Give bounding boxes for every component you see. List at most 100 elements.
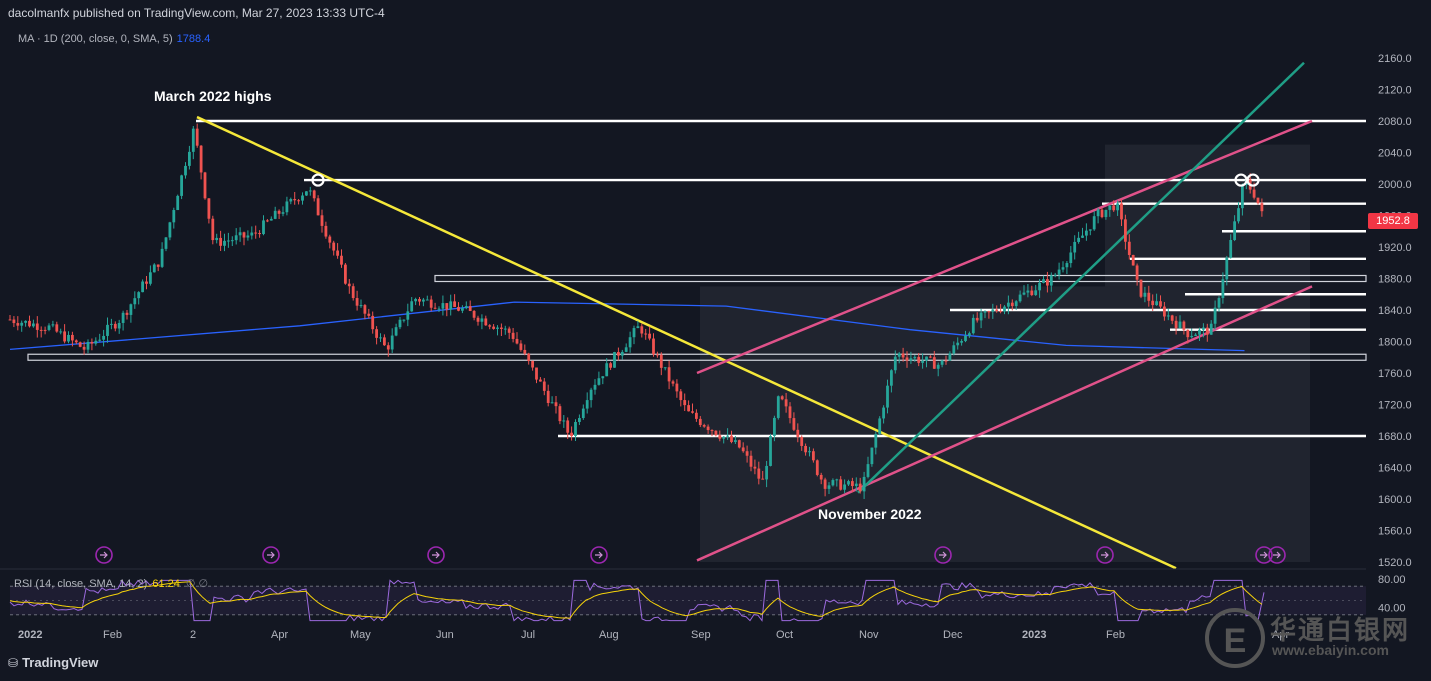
candle-body [285,201,289,213]
candle-body [211,218,215,241]
ma-indicator-value: 1788.4 [176,33,211,45]
candle-body [702,425,706,427]
candle-body [336,250,339,256]
candle-body [152,264,156,273]
rsi-label: RSI (14, close, SMA, 14, 2) [14,578,148,590]
candle-body [195,128,199,146]
candle-body [51,324,55,326]
candle-body [1241,184,1244,209]
candle-body [839,479,843,490]
candle-body [695,412,698,419]
candle-body [488,325,492,327]
candle-body [262,220,265,235]
candle-body [597,378,601,385]
candle-body [320,215,324,226]
candle-body [1073,241,1077,253]
ma-indicator-legend[interactable]: MA · 1D (200, close, 0, SMA, 5) 1788.4 [18,33,210,45]
candle-body [468,306,472,311]
tradingview-footer[interactable]: ⛁ TradingView [8,655,98,670]
candle-body [246,235,250,238]
candle-body [710,430,714,432]
candle-body [562,420,566,422]
candle-body [640,326,644,334]
candle-body [991,309,995,312]
candle-body [47,325,51,330]
descending-trendline [196,115,1177,570]
candle-body [1104,209,1108,218]
candle-body [35,323,39,330]
candle-body [1151,300,1155,306]
candle-body [1116,203,1119,211]
candle-body [82,346,86,350]
candle-body [757,468,761,479]
candle-body [78,342,82,347]
rsi-tick-label: 80.00 [1378,574,1406,586]
candle-body [1205,327,1209,335]
price-tick-label: 2000.0 [1378,179,1412,191]
footer-brand: TradingView [22,655,99,670]
candle-body [687,405,690,412]
candle-body [1135,265,1139,280]
candle-body [359,305,363,307]
candle-body [550,402,554,404]
candle-body [901,353,905,358]
candle-body [706,426,710,431]
event-marker-arrow [1101,551,1109,559]
candle-body [371,315,375,330]
price-tick-label: 1720.0 [1378,400,1412,412]
event-marker-arrow [939,551,947,559]
candle-body [1202,327,1205,330]
candle-body [367,313,371,316]
candle-body [133,298,137,305]
candle-body [250,232,254,236]
price-tick-label: 1680.0 [1378,431,1412,443]
candle-body [956,342,960,346]
candle-body [1221,279,1225,299]
candle-body [32,323,35,327]
candle-body [874,433,878,448]
candle-body [780,396,784,400]
candle-body [1213,307,1217,324]
candle-body [137,292,141,299]
candle-body [644,333,648,335]
candle-body [145,281,148,284]
candle-body [16,323,20,326]
rsi-extra: ∅ ∅ [185,578,209,590]
candle-body [113,323,117,329]
candle-body [149,272,152,284]
candle-body [784,399,788,407]
candle-body [1088,229,1092,231]
candle-body [242,232,246,238]
horizontal-level-band [27,353,1367,361]
candle-body [511,332,515,339]
candle-body [609,363,612,368]
price-tick-label: 1520.0 [1378,557,1412,569]
candle-body [691,411,694,413]
candle-body [464,306,468,309]
candle-body [1170,315,1174,321]
candle-body [160,248,164,267]
candle-body [866,464,870,477]
chart-annotation: March 2022 highs [154,88,272,104]
candle-body [1042,279,1045,283]
candle-body [316,198,320,216]
rsi-tick-label: 40.00 [1378,603,1406,615]
candle-body [1139,279,1143,297]
candle-body [379,337,382,339]
candle-body [67,334,70,342]
candle-body [328,236,332,243]
candle-body [63,331,66,342]
candle-body [624,347,628,352]
candle-body [769,435,772,466]
candle-body [289,199,293,202]
candle-body [921,360,924,363]
candle-body [975,317,979,321]
candle-body [86,341,90,350]
candle-body [1065,263,1069,268]
candle-body [847,481,850,485]
candle-body [1053,274,1057,276]
rsi-legend[interactable]: RSI (14, close, SMA, 14, 2) 61.24 ∅ ∅ [14,577,208,590]
candle-body [960,341,963,343]
candle-body [917,356,921,363]
